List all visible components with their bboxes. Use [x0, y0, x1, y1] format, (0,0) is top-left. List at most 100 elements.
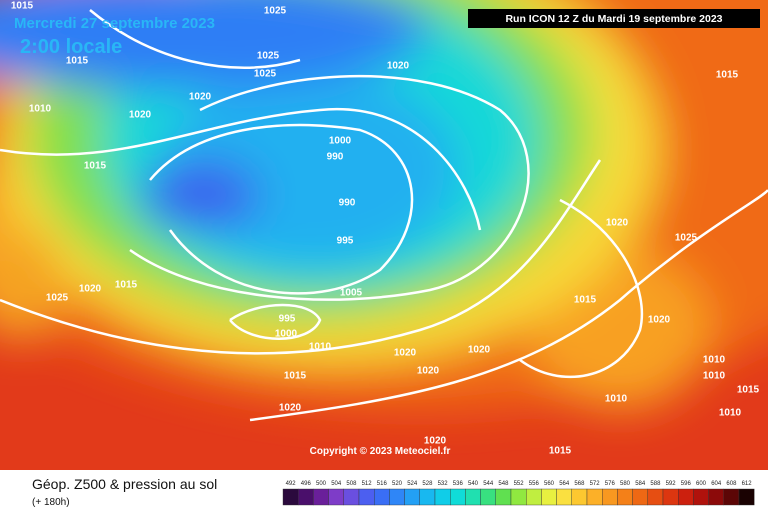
run-info: Run ICON 12 Z du Mardi 19 septembre 2023: [505, 13, 722, 25]
isobar-label: 1020: [468, 345, 491, 356]
isobar-label: 1015: [11, 1, 34, 12]
scale-swatch: [343, 488, 360, 506]
isobar-label: 1025: [257, 51, 280, 62]
isobar-label: 1020: [387, 61, 410, 72]
isobar-label: 1020: [79, 284, 102, 295]
isobar-label: 1000: [275, 329, 298, 340]
scale-label: 576: [605, 481, 616, 487]
scale-label: 592: [666, 481, 677, 487]
scale-swatch: [723, 488, 740, 506]
scale-label: 568: [574, 481, 585, 487]
scale-swatch: [282, 488, 299, 506]
scale-label: 524: [407, 481, 418, 487]
scale-swatch: [662, 488, 679, 506]
isobar-label: 1020: [189, 92, 212, 103]
isobars: [0, 9, 768, 422]
isobar-label: 1015: [115, 280, 138, 291]
scale-label: 608: [726, 481, 737, 487]
scale-swatch: [738, 488, 755, 506]
scale-label: 596: [681, 481, 692, 487]
scale-swatch: [404, 488, 421, 506]
footer-title: Géop. Z500 & pression au sol: [32, 476, 217, 492]
isobar-label: 1020: [648, 315, 671, 326]
isobar-labels: 1015 1025 1015 1025 1025 1020 1015 1020 1010 1020…: [11, 1, 760, 457]
isobar-label: 1020: [279, 403, 302, 414]
isobar-label: 1020: [417, 366, 440, 377]
isobar-label: 1020: [606, 218, 629, 229]
geopotential-field: [0, 0, 768, 470]
scale-swatch: [480, 488, 497, 506]
scale-swatch: [450, 488, 466, 506]
isobar-label: 995: [337, 236, 354, 247]
color-scale: 492 496 500 504 508 512 516 520 524 528 532 536 540 5…: [282, 481, 755, 506]
map-date: Mercredi 27 septembre 2023: [14, 15, 215, 32]
scale-swatch: [313, 488, 329, 506]
scale-swatch: [602, 488, 618, 506]
scale-swatch: [693, 488, 709, 506]
scale-swatch: [434, 488, 451, 506]
isobar-label: 1010: [719, 408, 742, 419]
scale-label: 552: [514, 481, 525, 487]
isobar-label: 1020: [394, 348, 417, 359]
isobar-label: 1010: [29, 104, 52, 115]
scale-swatch: [571, 488, 588, 506]
scale-label: 520: [392, 481, 403, 487]
isobar-label: 1025: [675, 233, 698, 244]
map-time: 2:00 locale: [20, 36, 122, 58]
isobar-label: 1015: [716, 70, 739, 81]
isobar-label: 990: [339, 198, 356, 209]
scale-swatch: [632, 488, 648, 506]
footer-lead: (+ 180h): [32, 497, 70, 508]
scale-swatch: [586, 488, 603, 506]
scale-label: 548: [498, 481, 509, 487]
scale-label: 500: [316, 481, 327, 487]
scale-label: 532: [438, 481, 449, 487]
scale-swatch: [541, 488, 557, 506]
scale-swatch: [708, 488, 724, 506]
scale-swatch: [647, 488, 664, 506]
scale-swatch: [617, 488, 633, 506]
scale-label: 516: [377, 481, 388, 487]
isobar-label: 1025: [264, 6, 287, 17]
scale-label: 504: [331, 481, 342, 487]
scale-label: 512: [362, 481, 373, 487]
isobar-label: 995: [279, 314, 296, 325]
scale-label: 556: [529, 481, 540, 487]
scale-swatch: [419, 488, 436, 506]
scale-swatch: [389, 488, 405, 506]
scale-label: 572: [590, 481, 601, 487]
scale-swatch: [510, 488, 527, 506]
scale-label: 600: [696, 481, 707, 487]
isobar-label: 1015: [84, 161, 107, 172]
scale-label: 508: [346, 481, 357, 487]
isobar-label: 1005: [340, 288, 363, 299]
scale-label: 560: [544, 481, 555, 487]
isobar-label: 1015: [66, 56, 89, 67]
scale-label: 492: [286, 481, 297, 487]
scale-swatch: [526, 488, 542, 506]
scale-label: 612: [742, 481, 753, 487]
scale-label: 588: [650, 481, 661, 487]
scale-swatch: [358, 488, 375, 506]
isobar-label: 1020: [424, 436, 447, 447]
scale-swatch: [374, 488, 390, 506]
isobar-label: 1015: [284, 371, 307, 382]
scale-label: 564: [559, 481, 570, 487]
scale-label: 604: [711, 481, 722, 487]
isobar-label: 1010: [605, 394, 628, 405]
isobar-label: 1020: [129, 110, 152, 121]
scale-label: 528: [422, 481, 433, 487]
isobar-label: 1015: [574, 295, 597, 306]
isobar-label: 990: [327, 152, 344, 163]
isobar-label: 1025: [46, 293, 69, 304]
isobar-label: 1010: [703, 355, 726, 366]
isobar-label: 1015: [737, 385, 760, 396]
scale-label: 544: [483, 481, 494, 487]
scale-label: 540: [468, 481, 479, 487]
scale-swatch: [556, 488, 572, 506]
isobar-label: 1025: [254, 69, 277, 80]
isobar-label: 1015: [549, 446, 572, 457]
isobar-label: 1010: [309, 342, 332, 353]
